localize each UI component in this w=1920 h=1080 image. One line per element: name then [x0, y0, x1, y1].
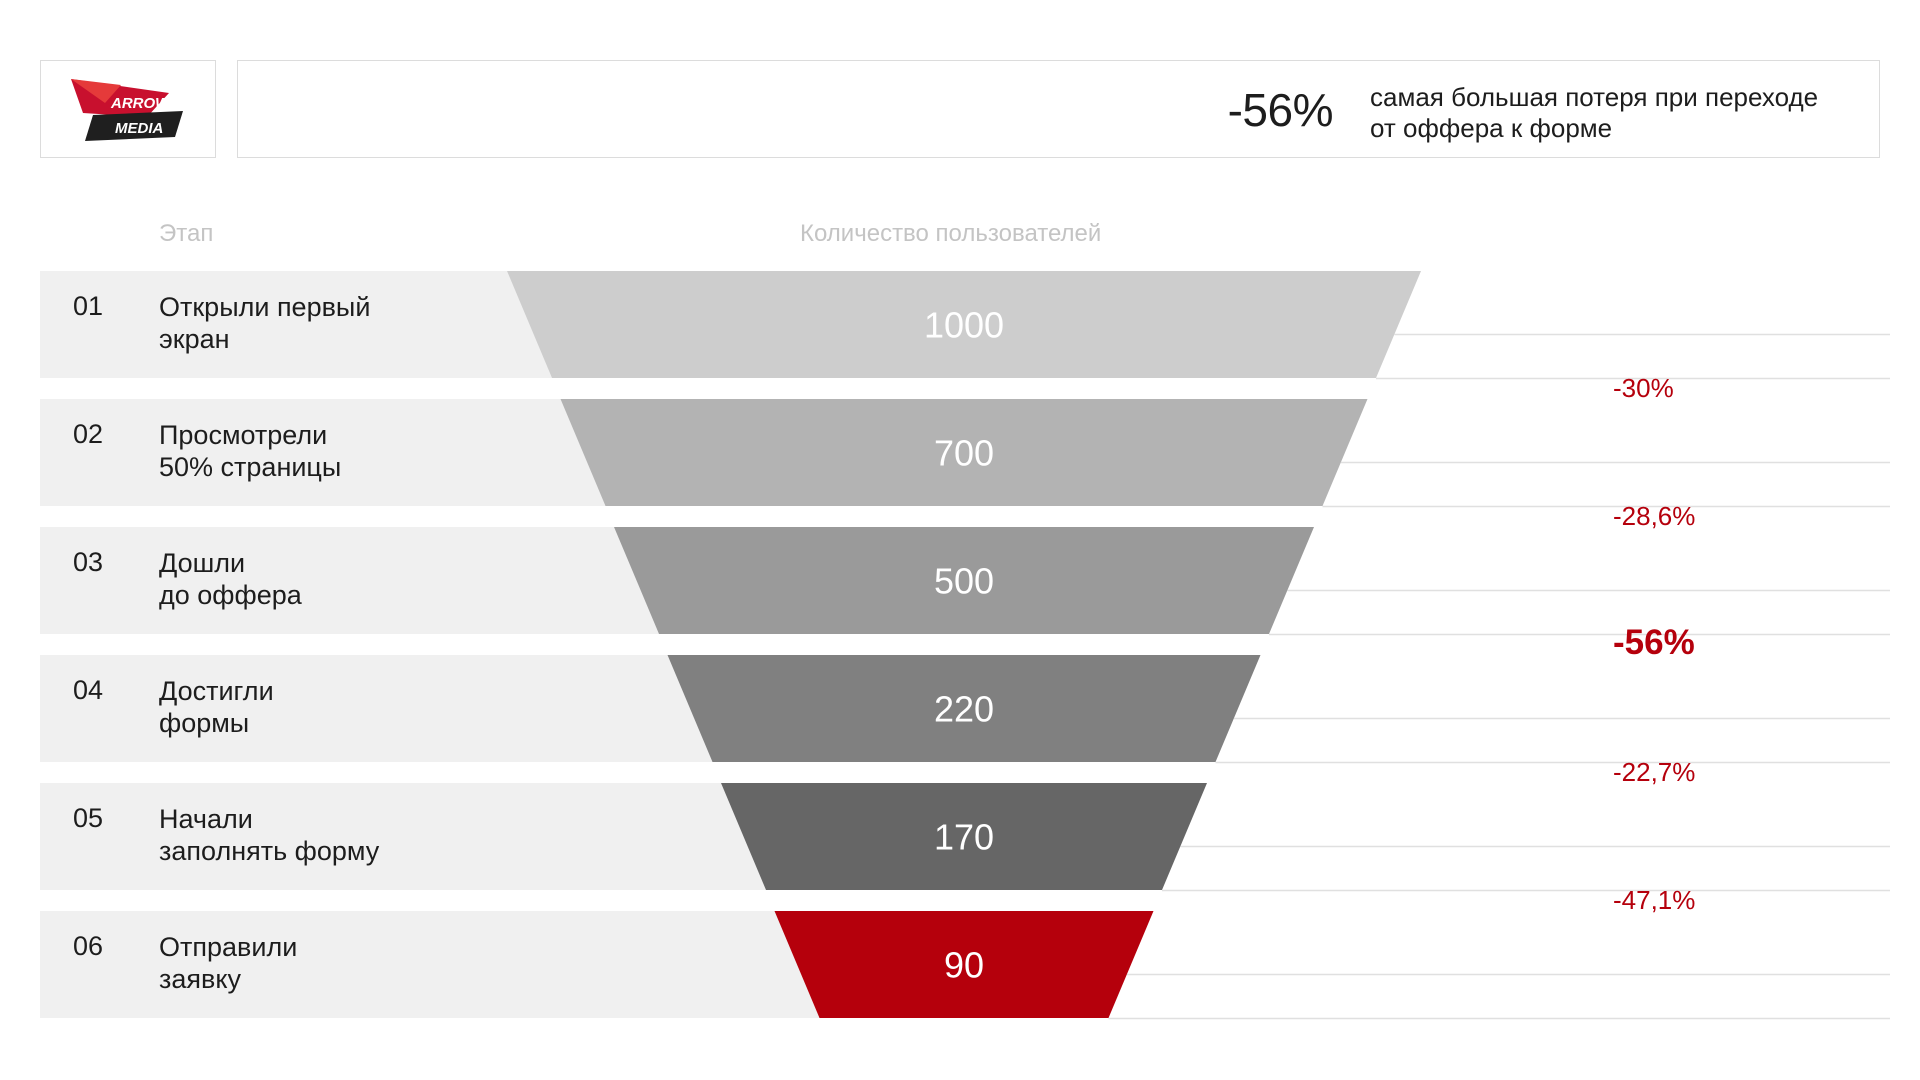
stage-label-line: Открыли первый — [159, 292, 371, 322]
stage-value-label: 220 — [934, 689, 994, 730]
stage-number: 02 — [73, 419, 104, 449]
stage-value-label: 90 — [944, 945, 984, 986]
stage-label: Достигли формы — [159, 675, 459, 739]
stage-number: 06 — [73, 931, 104, 961]
stage-label-line: заполнять форму — [159, 836, 380, 866]
stage-row-background — [40, 783, 766, 890]
stage-value-label: 170 — [934, 817, 994, 858]
stage-label-line: до оффера — [159, 580, 302, 610]
description-line-2: от оффера к форме — [1370, 113, 1613, 143]
drop-percentage: -30% — [1613, 372, 1674, 403]
stage-label-line: формы — [159, 708, 250, 738]
drop-percentage: -22,7% — [1613, 756, 1696, 787]
funnel-segment — [560, 399, 1368, 506]
stage-label-line: экран — [159, 324, 230, 354]
stage-label: Дошли до оффера — [159, 547, 459, 611]
funnel-segment — [721, 783, 1207, 890]
stage-number: 01 — [73, 291, 104, 321]
summary-header: -56% самая большая потеря при переходе о… — [237, 60, 1880, 158]
stage-label-line: Дошли — [159, 548, 246, 578]
drop-percentage-highlight: -56% — [1613, 622, 1695, 662]
stage-row-background — [40, 911, 820, 1018]
stage-value-label: 500 — [934, 561, 994, 602]
stage-number: 03 — [73, 547, 104, 577]
stage-column-heading: Этап — [159, 220, 214, 247]
biggest-drop-description: самая большая потеря при переходе от офф… — [1370, 82, 1870, 144]
stage-row-background — [40, 399, 606, 506]
biggest-drop-value: -56% — [1227, 84, 1334, 136]
stage-label-line: Отправили — [159, 932, 298, 962]
funnel-segment — [774, 911, 1154, 1018]
stage-label: Отправили заявку — [159, 931, 459, 995]
stage-label-line: Начали — [159, 804, 253, 834]
stage-number: 05 — [73, 803, 104, 833]
stage-row-background — [40, 655, 713, 762]
users-column-heading: Количество пользователей — [800, 220, 1102, 247]
drop-percentage: -47,1% — [1613, 884, 1696, 915]
stage-value-label: 700 — [934, 433, 994, 474]
logo-text-media: MEDIA — [115, 120, 163, 137]
stage-label: Просмотрели 50% страницы — [159, 419, 459, 483]
funnel-segment — [667, 655, 1261, 762]
description-line-1: самая большая потеря при переходе — [1370, 82, 1819, 112]
stage-label: Открыли первый экран — [159, 291, 459, 355]
stage-number: 04 — [73, 675, 104, 705]
stage-label-line: Просмотрели — [159, 420, 328, 450]
stage-row-background — [40, 271, 552, 378]
funnel-segment — [614, 527, 1314, 634]
logo-text-arrow: ARROW — [110, 95, 171, 112]
arrow-media-logo: ARROW MEDIA — [71, 79, 183, 141]
logo-card: ARROW MEDIA — [40, 60, 216, 158]
stage-label-line: 50% страницы — [159, 452, 342, 482]
stage-label-line: Достигли — [159, 676, 274, 706]
stage-value-label: 1000 — [924, 305, 1004, 346]
drop-percentage: -28,6% — [1613, 500, 1696, 531]
stage-label: Начали заполнять форму — [159, 803, 459, 867]
stage-row-background — [40, 527, 659, 634]
stage-label-line: заявку — [159, 964, 241, 994]
funnel-segment — [507, 271, 1421, 378]
